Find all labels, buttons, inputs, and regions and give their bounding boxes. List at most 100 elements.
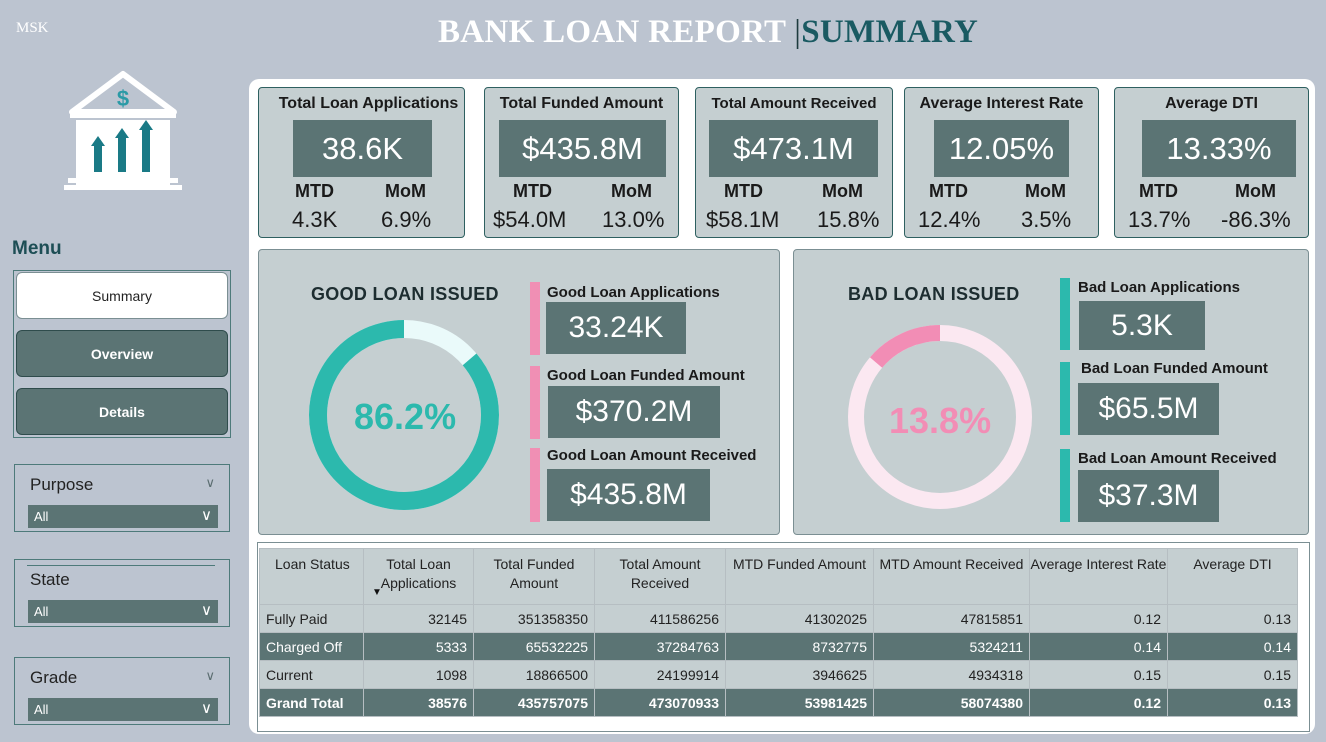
table-cell: 38576 bbox=[363, 688, 474, 717]
kpi-value: $473.1M bbox=[709, 120, 878, 177]
kpi-mom-label: MoM bbox=[822, 181, 863, 201]
donut-arc bbox=[848, 325, 1032, 509]
kpi-mom-value: 13.0% bbox=[602, 207, 665, 232]
kpi-total-funded-amount[interactable]: Total Funded Amount $435.8M MTD MoM $54.… bbox=[484, 87, 679, 238]
table-cell: 32145 bbox=[363, 604, 474, 633]
kpi-total-amount-received[interactable]: Total Amount Received $473.1M MTD MoM $5… bbox=[695, 87, 893, 238]
kpi-mom-value: 15.8% bbox=[817, 207, 880, 232]
kpi-title: Average Interest Rate bbox=[919, 95, 1084, 112]
good-loan-panel: GOOD LOAN ISSUED 86.2% Good Loan Applica… bbox=[258, 249, 780, 535]
column-header[interactable]: Loan Status bbox=[259, 548, 364, 605]
bad-loan-funded-value: $65.5M bbox=[1078, 383, 1219, 435]
page-title: BANK LOAN REPORT |SUMMARY bbox=[438, 14, 978, 51]
nav-overview-button[interactable]: Overview bbox=[16, 330, 228, 377]
column-header[interactable]: Average Interest Rate bbox=[1029, 548, 1168, 605]
chevron-down-icon: ∨ bbox=[201, 700, 212, 717]
logo-text: MSK bbox=[16, 20, 49, 36]
kpi-title: Average DTI bbox=[1165, 95, 1258, 112]
bad-loan-received-label: Bad Loan Amount Received bbox=[1078, 450, 1277, 467]
table-cell: 0.12 bbox=[1029, 604, 1168, 633]
table-row[interactable]: Fully Paid 32145 351358350 411586256 413… bbox=[259, 604, 1298, 633]
kpi-mom-label: MoM bbox=[1025, 181, 1066, 201]
kpi-mtd-label: MTD bbox=[929, 181, 968, 201]
kpi-mom-value: 6.9% bbox=[381, 207, 432, 232]
kpi-mom-label: MoM bbox=[1235, 181, 1276, 201]
good-loan-funded-label: Good Loan Funded Amount bbox=[547, 367, 745, 384]
table-total-row[interactable]: Grand Total 38576 435757075 473070933 53… bbox=[259, 688, 1298, 717]
grade-dropdown[interactable]: All ∨ bbox=[28, 698, 218, 721]
table-cell: 24199914 bbox=[594, 660, 726, 689]
grade-filter: Grade ∨ All ∨ bbox=[14, 657, 230, 725]
table-cell: 5324211 bbox=[873, 632, 1030, 661]
good-loan-funded-value: $370.2M bbox=[548, 386, 720, 438]
bad-loan-applications-label: Bad Loan Applications bbox=[1078, 279, 1240, 296]
table-cell: 0.14 bbox=[1029, 632, 1168, 661]
kpi-mom-value: 3.5% bbox=[1021, 207, 1072, 232]
column-header-sorted[interactable]: Total Loan Applications ▼ bbox=[363, 548, 474, 605]
divider bbox=[27, 565, 215, 566]
bad-loan-title: BAD LOAN ISSUED bbox=[848, 284, 1020, 304]
chevron-down-icon: ∨ bbox=[201, 507, 212, 524]
bad-loan-panel: BAD LOAN ISSUED 13.8% Bad Loan Applicati… bbox=[793, 249, 1309, 535]
table-cell: 0.12 bbox=[1029, 688, 1168, 717]
sort-descending-icon: ▼ bbox=[372, 587, 382, 598]
menu-label: Menu bbox=[12, 238, 62, 259]
table-cell: 65532225 bbox=[473, 632, 595, 661]
bank-icon: $ bbox=[64, 71, 182, 190]
table-row[interactable]: Current 1098 18866500 24199914 3946625 4… bbox=[259, 660, 1298, 689]
kpi-total-loan-applications[interactable]: Total Loan Applications 38.6K MTD MoM 4.… bbox=[258, 87, 465, 238]
column-header[interactable]: Average DTI bbox=[1167, 548, 1298, 605]
table-cell: 18866500 bbox=[473, 660, 595, 689]
table-cell: 37284763 bbox=[594, 632, 726, 661]
nav-summary-button[interactable]: Summary bbox=[16, 272, 228, 319]
table-cell: Charged Off bbox=[259, 632, 364, 661]
kpi-average-dti[interactable]: Average DTI 13.33% MTD MoM 13.7% -86.3% bbox=[1114, 87, 1309, 238]
bad-loan-percent: 13.8% bbox=[889, 400, 992, 441]
column-header[interactable]: MTD Amount Received bbox=[873, 548, 1030, 605]
kpi-mtd-label: MTD bbox=[1139, 181, 1178, 201]
purpose-filter: Purpose ∨ All ∨ bbox=[14, 464, 230, 532]
purpose-filter-title: Purpose bbox=[30, 475, 94, 494]
table-cell: 8732775 bbox=[725, 632, 874, 661]
purpose-dropdown[interactable]: All ∨ bbox=[28, 505, 218, 528]
table-cell: 473070933 bbox=[594, 688, 726, 717]
nav-menu: Summary Overview Details bbox=[13, 270, 231, 438]
chevron-down-icon[interactable]: ∨ bbox=[205, 668, 215, 683]
grade-selected-value: All bbox=[34, 702, 49, 717]
kpi-title: Total Loan Applications bbox=[278, 95, 459, 112]
table-cell: Fully Paid bbox=[259, 604, 364, 633]
table-cell: Current bbox=[259, 660, 364, 689]
loan-status-table: Loan Status Total Loan Applications ▼ To… bbox=[259, 548, 1298, 717]
metric-accent-bar bbox=[530, 448, 540, 522]
kpi-value: 12.05% bbox=[934, 120, 1069, 177]
bad-loan-funded-label: Bad Loan Funded Amount bbox=[1081, 360, 1268, 377]
good-loan-donut bbox=[309, 320, 499, 510]
table-cell: 0.13 bbox=[1167, 688, 1298, 717]
title-page: SUMMARY bbox=[801, 14, 979, 50]
column-header[interactable]: Total Amount Received bbox=[594, 548, 726, 605]
kpi-title: Total Funded Amount bbox=[499, 95, 664, 112]
kpi-average-interest-rate[interactable]: Average Interest Rate 12.05% MTD MoM 12.… bbox=[904, 87, 1099, 238]
metric-accent-bar bbox=[1060, 278, 1070, 350]
chevron-down-icon[interactable]: ∨ bbox=[205, 475, 215, 490]
grade-filter-title: Grade bbox=[30, 668, 78, 687]
kpi-title: Total Amount Received bbox=[711, 95, 877, 112]
bad-loan-applications-value: 5.3K bbox=[1079, 301, 1205, 350]
nav-details-button[interactable]: Details bbox=[16, 388, 228, 435]
column-header[interactable]: Total Funded Amount bbox=[473, 548, 595, 605]
kpi-value: $435.8M bbox=[499, 120, 666, 177]
kpi-mtd-value: 13.7% bbox=[1128, 207, 1191, 232]
good-loan-received-label: Good Loan Amount Received bbox=[547, 447, 757, 464]
metric-accent-bar bbox=[530, 282, 540, 355]
metric-accent-bar bbox=[1060, 449, 1070, 522]
column-header[interactable]: MTD Funded Amount bbox=[725, 548, 874, 605]
table-cell: 58074380 bbox=[873, 688, 1030, 717]
purpose-selected-value: All bbox=[34, 509, 49, 524]
title-main: BANK LOAN REPORT bbox=[438, 14, 795, 50]
bad-loan-received-value: $37.3M bbox=[1078, 470, 1219, 522]
table-cell: 0.13 bbox=[1167, 604, 1298, 633]
state-dropdown[interactable]: All ∨ bbox=[28, 600, 218, 623]
table-row[interactable]: Charged Off 5333 65532225 37284763 87327… bbox=[259, 632, 1298, 661]
kpi-mtd-value: $58.1M bbox=[706, 207, 780, 232]
good-loan-percent: 86.2% bbox=[354, 396, 457, 437]
